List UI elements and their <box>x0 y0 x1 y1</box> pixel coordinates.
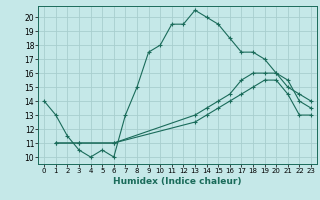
X-axis label: Humidex (Indice chaleur): Humidex (Indice chaleur) <box>113 177 242 186</box>
